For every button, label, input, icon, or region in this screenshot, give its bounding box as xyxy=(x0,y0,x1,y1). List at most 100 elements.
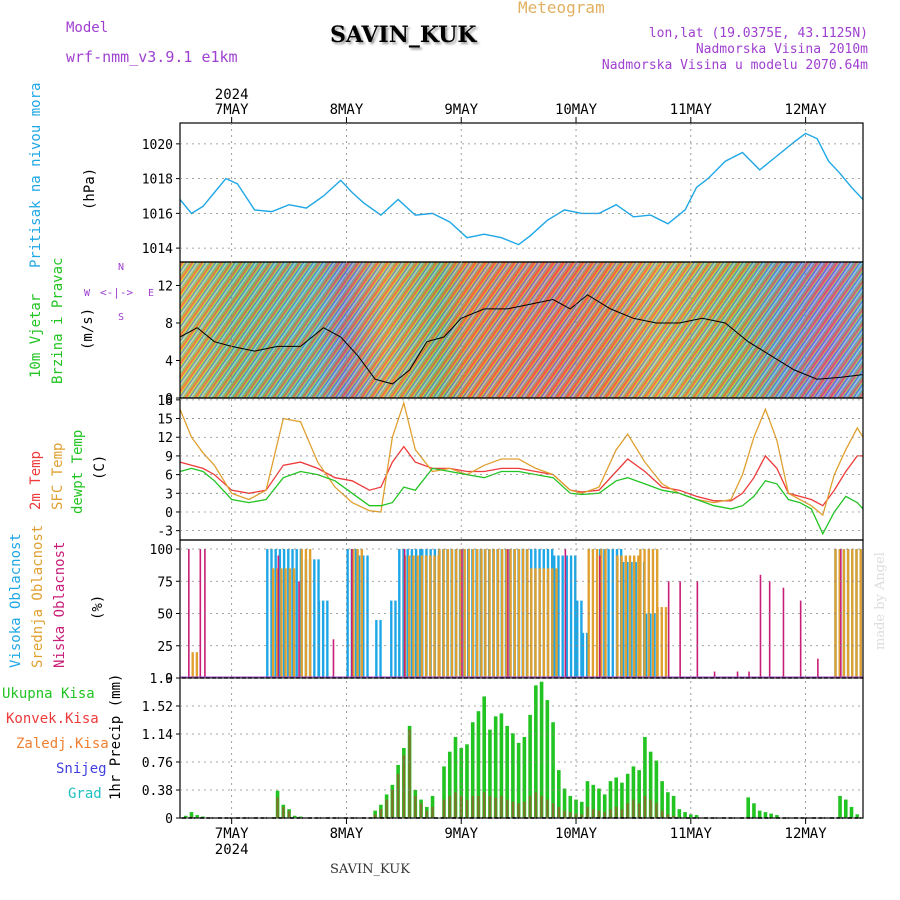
total-precip-bar xyxy=(195,815,200,818)
convective-precip-bar xyxy=(615,806,618,818)
convective-precip-bar xyxy=(523,801,526,818)
cloud-ytick-label: 0 xyxy=(165,672,173,687)
mid-cloud-bar xyxy=(637,555,640,678)
high-cloud-bar xyxy=(414,549,418,678)
mid-cloud-bar xyxy=(476,549,479,678)
high-cloud-bar xyxy=(569,555,573,678)
temp-ytick-label: 6 xyxy=(165,469,173,484)
pressure-series-line xyxy=(179,132,864,246)
temp-ytick-label: 15 xyxy=(157,413,173,428)
mid-cloud-bar xyxy=(651,549,655,678)
high-cloud-bar xyxy=(274,549,277,678)
low-cloud-bar xyxy=(598,555,601,678)
low-cloud-bar xyxy=(403,549,406,678)
mid-cloud-bar xyxy=(416,555,419,678)
top-day-label: 7MAY xyxy=(215,102,249,118)
total-precip-bar xyxy=(689,814,693,818)
mid-cloud-bar xyxy=(595,549,599,678)
wind-speed-series-line xyxy=(179,294,864,385)
high-cloud-bar xyxy=(581,632,585,678)
mid-cloud-bar xyxy=(446,549,450,678)
pressure-ytick-label: 1016 xyxy=(142,207,173,222)
high-cloud-bar xyxy=(557,555,560,678)
wind-ytick-label: 12 xyxy=(157,279,173,294)
mid-cloud-bar xyxy=(517,549,521,678)
temp2m-series-line xyxy=(179,445,863,507)
mid-cloud-bar xyxy=(496,549,500,678)
total-precip-bar xyxy=(539,681,544,818)
mid-cloud-bar xyxy=(591,549,595,678)
total-precip-bar xyxy=(470,722,475,818)
temp-ytick-label: 3 xyxy=(165,487,173,502)
wind-compass-arrows-icon: <-|-> xyxy=(100,286,134,299)
convective-precip-bar xyxy=(511,801,515,818)
mid-cloud-bar xyxy=(846,549,850,678)
convective-precip-bar xyxy=(626,803,629,818)
convective-precip-bar xyxy=(419,803,423,818)
convective-precip-bar xyxy=(488,795,492,818)
convective-precip-bar xyxy=(517,803,520,818)
total-precip-bar xyxy=(516,742,521,818)
low-cloud-bar xyxy=(759,574,762,678)
total-precip-bar xyxy=(453,736,458,818)
total-precip-bar xyxy=(528,714,532,818)
mid-cloud-bar xyxy=(484,549,487,678)
total-precip-bar xyxy=(666,792,670,818)
total-precip-bar xyxy=(775,815,779,818)
model-label: Model xyxy=(66,20,109,36)
wind-ytick-label: 0 xyxy=(165,392,173,407)
high-cloud-bar xyxy=(278,549,282,678)
convective-precip-bar xyxy=(396,773,400,818)
model-name: wrf-nmm_v3.9.1 e1km xyxy=(66,48,238,66)
footer-station: SAVIN_KUK xyxy=(330,862,410,877)
convective-precip-bar xyxy=(672,815,675,818)
mid-cloud-bar xyxy=(656,607,659,678)
mid-cloud-bar xyxy=(408,555,411,678)
legend-graupel: Grad xyxy=(68,786,102,802)
high-cloud-bar xyxy=(565,555,569,678)
convective-precip-bar xyxy=(414,795,417,818)
top-day-label: 11MAY xyxy=(670,102,713,118)
convective-precip-bar xyxy=(494,797,497,818)
convective-precip-bar xyxy=(597,810,601,818)
convective-precip-bar xyxy=(448,795,451,818)
convective-precip-bar xyxy=(402,755,406,818)
high-cloud-bar xyxy=(410,549,414,678)
mid-cloud-bar xyxy=(838,549,841,678)
mid-cloud-bar xyxy=(664,607,668,678)
convective-precip-bar xyxy=(408,729,411,818)
total-precip-bar xyxy=(183,815,188,818)
high-cloud-bar xyxy=(321,600,325,678)
total-precip-bar xyxy=(482,696,486,818)
mid-cloud-bar xyxy=(842,549,846,678)
bottom-day-label: 8MAY xyxy=(330,826,364,842)
total-precip-bar xyxy=(625,773,630,818)
precip-ytick-label: 1.52 xyxy=(142,700,173,715)
total-precip-bar xyxy=(654,760,659,818)
low-cloud-bar xyxy=(199,549,202,678)
convective-precip-bar xyxy=(592,809,595,818)
bottom-day-label: 7MAY xyxy=(215,826,249,842)
high-cloud-bar xyxy=(326,600,329,678)
product-title: Meteogram xyxy=(518,0,605,17)
total-precip-bar xyxy=(292,815,297,818)
convective-precip-bar xyxy=(379,809,383,818)
high-cloud-bar xyxy=(282,549,286,678)
total-precip-bar xyxy=(511,733,515,818)
mid-cloud-bar xyxy=(412,555,415,678)
mid-cloud-bar xyxy=(513,549,516,678)
mid-cloud-bar xyxy=(488,549,491,678)
convective-precip-bar xyxy=(460,795,463,818)
top-day-label: 10MAY xyxy=(555,102,598,118)
legend-convective-rain: Konvek.Kisa xyxy=(6,711,99,727)
mid-cloud-bar xyxy=(616,555,619,678)
high-cloud-bar xyxy=(621,561,625,678)
total-precip-bar xyxy=(591,784,596,818)
convective-precip-bar xyxy=(431,806,434,818)
convective-precip-bar xyxy=(391,790,394,818)
total-precip-bar xyxy=(838,795,842,818)
bottom-year-label: 2024 xyxy=(215,842,249,858)
high-cloud-bar xyxy=(630,561,633,678)
total-precip-bar xyxy=(602,794,607,818)
total-precip-bar xyxy=(660,781,664,818)
